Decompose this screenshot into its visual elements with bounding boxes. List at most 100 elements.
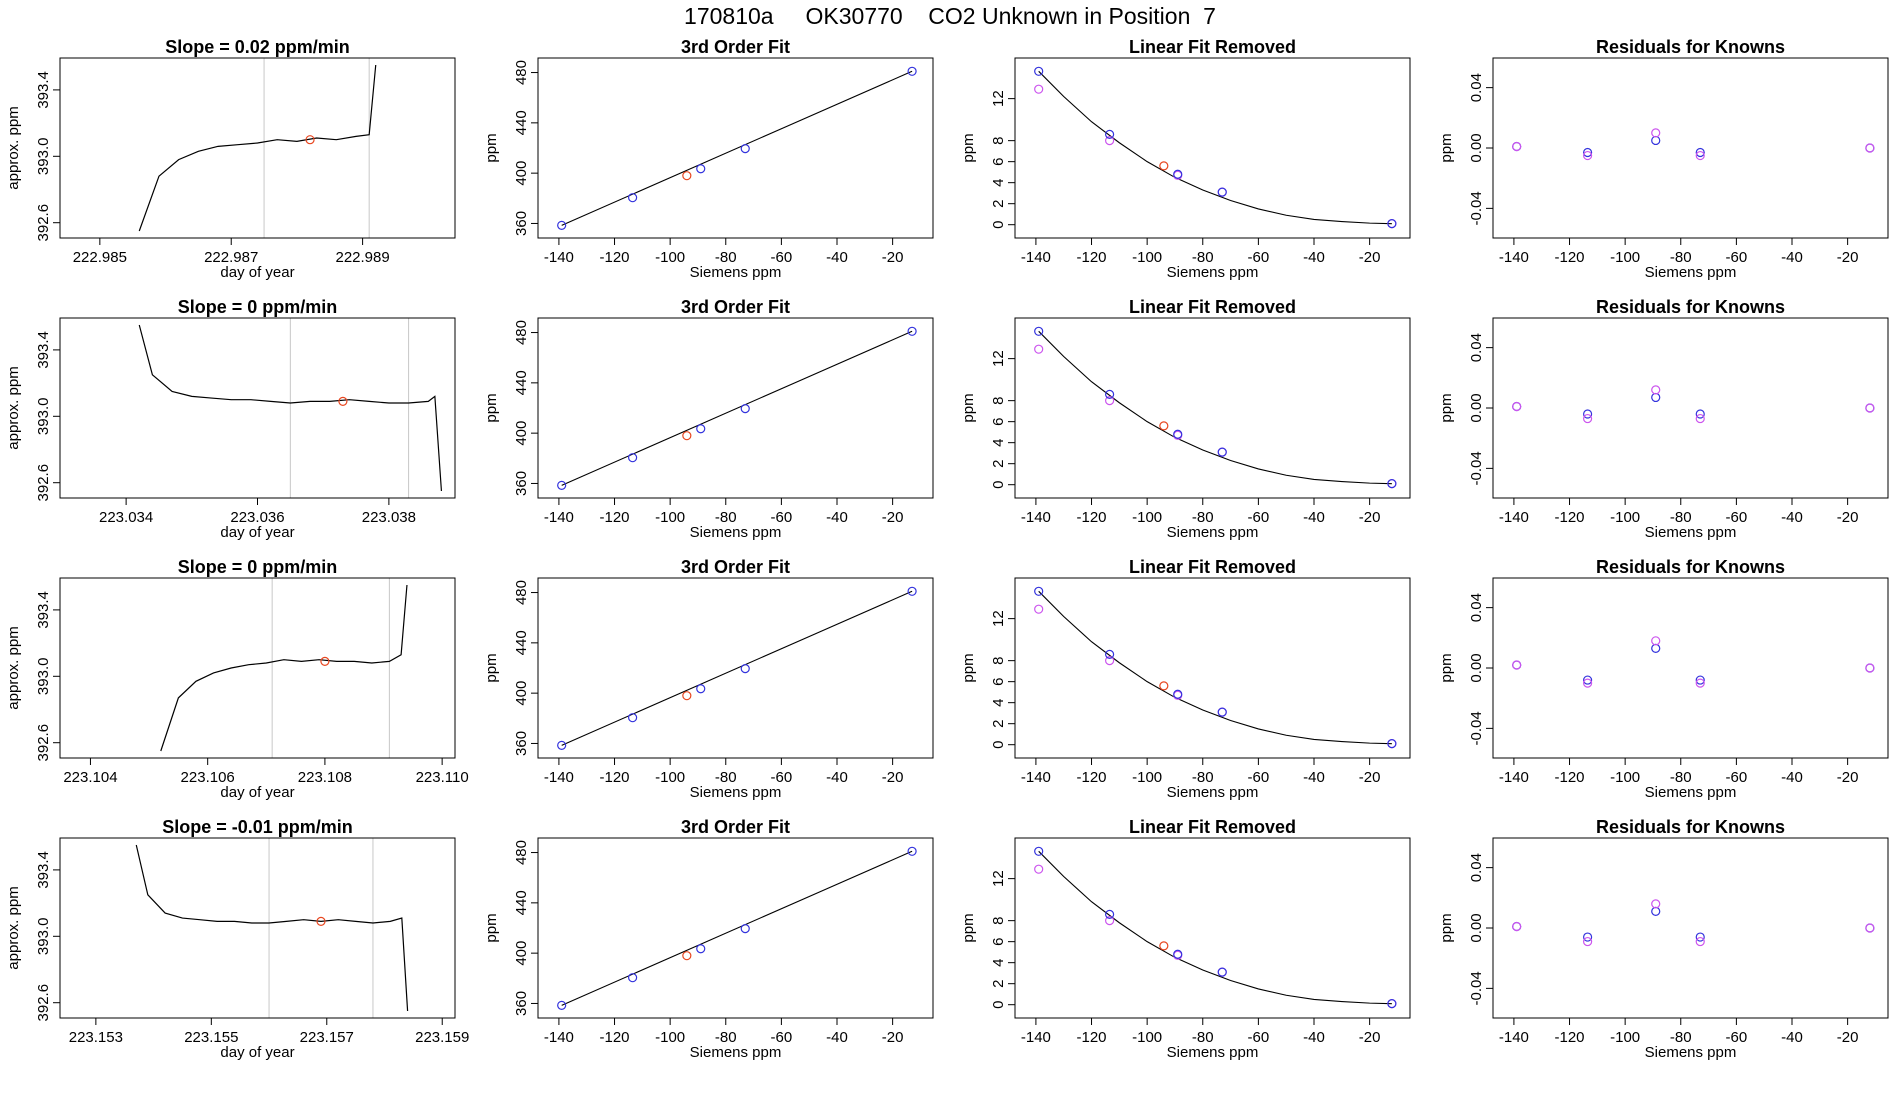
x-tick-label: -40 bbox=[1303, 1029, 1325, 1046]
x-tick-label: 223.159 bbox=[415, 1029, 469, 1046]
panel-residuals-r1: Residuals for Knowns -140 -120 -100 -80 -60 -4… bbox=[1438, 37, 1889, 281]
panel-third-order-fit-r4: 3rd Order Fit -140 -120 -100 -80 -60 -40 -20 Sie… bbox=[483, 817, 934, 1061]
residual-point bbox=[1651, 643, 1661, 653]
plot-frame bbox=[1014, 837, 1411, 1019]
y-tick-label: 0 bbox=[990, 741, 1007, 749]
y-axis-label: ppm bbox=[483, 913, 500, 942]
y-tick-label: 4 bbox=[990, 698, 1007, 706]
panel-title: Residuals for Knowns bbox=[1596, 37, 1785, 57]
panel-title: Slope = 0 ppm/min bbox=[178, 557, 338, 577]
x-tick-label: -140 bbox=[544, 769, 574, 786]
panel-title: Residuals for Knowns bbox=[1596, 557, 1785, 577]
residual-point bbox=[1651, 385, 1661, 395]
unknown-sample-point bbox=[682, 431, 692, 441]
x-tick-label: -140 bbox=[1021, 509, 1051, 526]
y-axis-label: ppm bbox=[960, 653, 977, 682]
x-tick-label: -140 bbox=[1499, 249, 1529, 266]
x-axis-label: Siemens ppm bbox=[1645, 264, 1737, 281]
x-tick-label: -120 bbox=[600, 1029, 630, 1046]
plot-data bbox=[1512, 385, 1875, 424]
x-axis-label: Siemens ppm bbox=[690, 524, 782, 541]
y-tick-label: 0.00 bbox=[1468, 913, 1485, 942]
panel-title: Linear Fit Removed bbox=[1129, 557, 1296, 577]
x-axis-label: day of year bbox=[220, 264, 294, 281]
known-standard-point bbox=[1034, 846, 1044, 856]
plot-frame bbox=[537, 577, 934, 759]
x-tick-label: -100 bbox=[1610, 509, 1640, 526]
known-standard-point bbox=[1217, 447, 1227, 457]
y-axis-label: ppm bbox=[1438, 133, 1455, 162]
x-tick-label: -120 bbox=[1555, 1029, 1585, 1046]
y-axis-label: ppm bbox=[960, 133, 977, 162]
plot-data bbox=[1512, 636, 1875, 688]
fit-curve bbox=[1038, 70, 1392, 225]
residual-point bbox=[1865, 923, 1875, 933]
plot-frame bbox=[59, 57, 456, 239]
x-tick-label: -80 bbox=[1670, 249, 1692, 266]
known-standard-point bbox=[740, 144, 750, 154]
x-tick-label: -140 bbox=[1021, 249, 1051, 266]
concentration-trace bbox=[135, 844, 409, 1012]
x-tick-label: -20 bbox=[1359, 769, 1381, 786]
y-tick-label: 6 bbox=[990, 417, 1007, 425]
page-title: 170810a OK30770 CO2 Unknown in Position … bbox=[684, 3, 1216, 29]
known-standard-point bbox=[1173, 169, 1183, 179]
known-standard-point bbox=[1034, 66, 1044, 76]
known-standard-point bbox=[1387, 479, 1397, 489]
residual-point bbox=[1583, 150, 1593, 161]
panel-time-trace-r3: Slope = 0 ppm/min 223.104 223.106 223.108 22… bbox=[5, 557, 469, 801]
fit-point bbox=[1034, 864, 1044, 874]
x-tick-label: -100 bbox=[1132, 249, 1162, 266]
x-tick-label: -80 bbox=[715, 769, 737, 786]
x-tick-label: -60 bbox=[1248, 769, 1270, 786]
concentration-trace bbox=[160, 584, 408, 752]
residual-point bbox=[1651, 899, 1661, 909]
x-tick-label: -20 bbox=[1837, 1029, 1859, 1046]
x-tick-label: -140 bbox=[1499, 769, 1529, 786]
panel-title: Linear Fit Removed bbox=[1129, 297, 1296, 317]
residual-point bbox=[1583, 675, 1593, 685]
plot-data bbox=[1034, 66, 1397, 229]
y-tick-label: 400 bbox=[513, 161, 530, 186]
plot-data bbox=[1034, 586, 1397, 749]
plot-frame bbox=[1014, 57, 1411, 239]
x-tick-label: -100 bbox=[1610, 249, 1640, 266]
x-tick-label: -20 bbox=[1837, 769, 1859, 786]
x-axis-label: Siemens ppm bbox=[1167, 264, 1259, 281]
known-standard-point bbox=[740, 404, 750, 414]
y-tick-label: 393.0 bbox=[35, 658, 52, 696]
panel-title: 3rd Order Fit bbox=[681, 37, 790, 57]
y-tick-label: 12 bbox=[990, 610, 1007, 627]
y-tick-label: 0.00 bbox=[1468, 653, 1485, 682]
x-tick-label: 223.108 bbox=[298, 769, 352, 786]
x-tick-label: -140 bbox=[544, 249, 574, 266]
residual-point bbox=[1651, 128, 1661, 138]
unknown-mean-point bbox=[320, 656, 330, 666]
residual-point bbox=[1865, 143, 1875, 153]
plot-frame bbox=[537, 837, 934, 1019]
y-tick-label: 393.0 bbox=[35, 398, 52, 436]
x-tick-label: -120 bbox=[600, 769, 630, 786]
known-standard-point bbox=[907, 586, 917, 596]
panel-linear-fit-removed-r3: Linear Fit Removed -140 -120 -100 -80 -60 -40 -… bbox=[960, 557, 1411, 801]
unknown-sample-point bbox=[1159, 161, 1169, 171]
y-tick-label: 6 bbox=[990, 157, 1007, 165]
concentration-trace bbox=[138, 324, 443, 492]
x-tick-label: -80 bbox=[1192, 249, 1214, 266]
known-standard-point bbox=[1173, 429, 1183, 439]
x-axis-label: Siemens ppm bbox=[690, 784, 782, 801]
plot-data bbox=[138, 324, 443, 492]
y-tick-label: 440 bbox=[513, 370, 530, 395]
unknown-mean-point bbox=[305, 135, 315, 145]
panel-title: 3rd Order Fit bbox=[681, 557, 790, 577]
residual-point bbox=[1583, 413, 1593, 424]
y-tick-label: 480 bbox=[513, 60, 530, 85]
x-tick-label: -140 bbox=[1499, 509, 1529, 526]
residual-point bbox=[1583, 147, 1593, 158]
x-tick-label: -80 bbox=[715, 1029, 737, 1046]
x-tick-label: -40 bbox=[1303, 249, 1325, 266]
x-tick-label: -120 bbox=[1077, 249, 1107, 266]
residual-point bbox=[1695, 675, 1705, 685]
plot-data bbox=[135, 844, 409, 1012]
